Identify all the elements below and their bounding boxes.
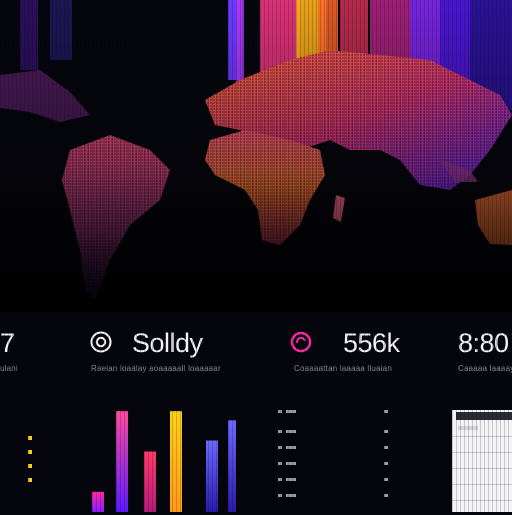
chart-bar bbox=[228, 420, 236, 512]
world-map bbox=[0, 0, 512, 312]
world-map-graphic bbox=[0, 0, 512, 312]
stat-4: 8:80 Caaaaa laaaay bbox=[456, 322, 512, 382]
list-panel-right bbox=[380, 410, 400, 515]
legend-dot bbox=[28, 464, 32, 468]
target-ring-icon bbox=[90, 331, 112, 353]
side-card-divider bbox=[452, 484, 512, 485]
chart-bar bbox=[92, 491, 104, 512]
ring-icon bbox=[290, 331, 312, 353]
chart-bar bbox=[206, 440, 218, 512]
legend-dots bbox=[28, 436, 32, 482]
side-card-row bbox=[458, 426, 478, 430]
side-card-header bbox=[456, 412, 512, 420]
stat-1: 7 ulani bbox=[0, 322, 60, 382]
chart-bar bbox=[144, 451, 156, 512]
stat-3-caption: Coaaaattan laaaaa lluaian bbox=[294, 364, 392, 373]
stat-2-value: Solldy bbox=[132, 328, 203, 358]
stat-3: 556k Coaaaattan laaaaa lluaian bbox=[288, 322, 408, 382]
side-card-divider bbox=[452, 452, 512, 453]
stat-1-value: 7 bbox=[0, 328, 15, 358]
list-panel-left-graphic bbox=[278, 410, 296, 497]
chart-bar bbox=[170, 411, 182, 512]
chart-bar bbox=[116, 411, 128, 512]
side-card-divider bbox=[452, 500, 512, 501]
stat-1-caption: ulani bbox=[0, 364, 18, 373]
side-card-divider bbox=[452, 436, 512, 437]
list-panel-left bbox=[270, 410, 330, 515]
side-card-divider bbox=[452, 468, 512, 469]
stat-2-caption: Raeian loaalay aoaaaaall loaaaaar bbox=[91, 364, 221, 373]
legend-dot bbox=[28, 450, 32, 454]
stat-2: Solldy Raeian loaalay aoaaaaall loaaaaar bbox=[88, 322, 238, 382]
legend-dot bbox=[28, 478, 32, 482]
stat-4-caption: Caaaaa laaaay bbox=[458, 364, 512, 373]
legend-dot bbox=[28, 436, 32, 440]
stat-3-value: 556k bbox=[343, 328, 400, 358]
side-card bbox=[452, 410, 512, 512]
bar-chart bbox=[92, 411, 236, 512]
list-panel-right-graphic bbox=[384, 410, 388, 497]
stat-4-value: 8:80 bbox=[458, 328, 509, 358]
